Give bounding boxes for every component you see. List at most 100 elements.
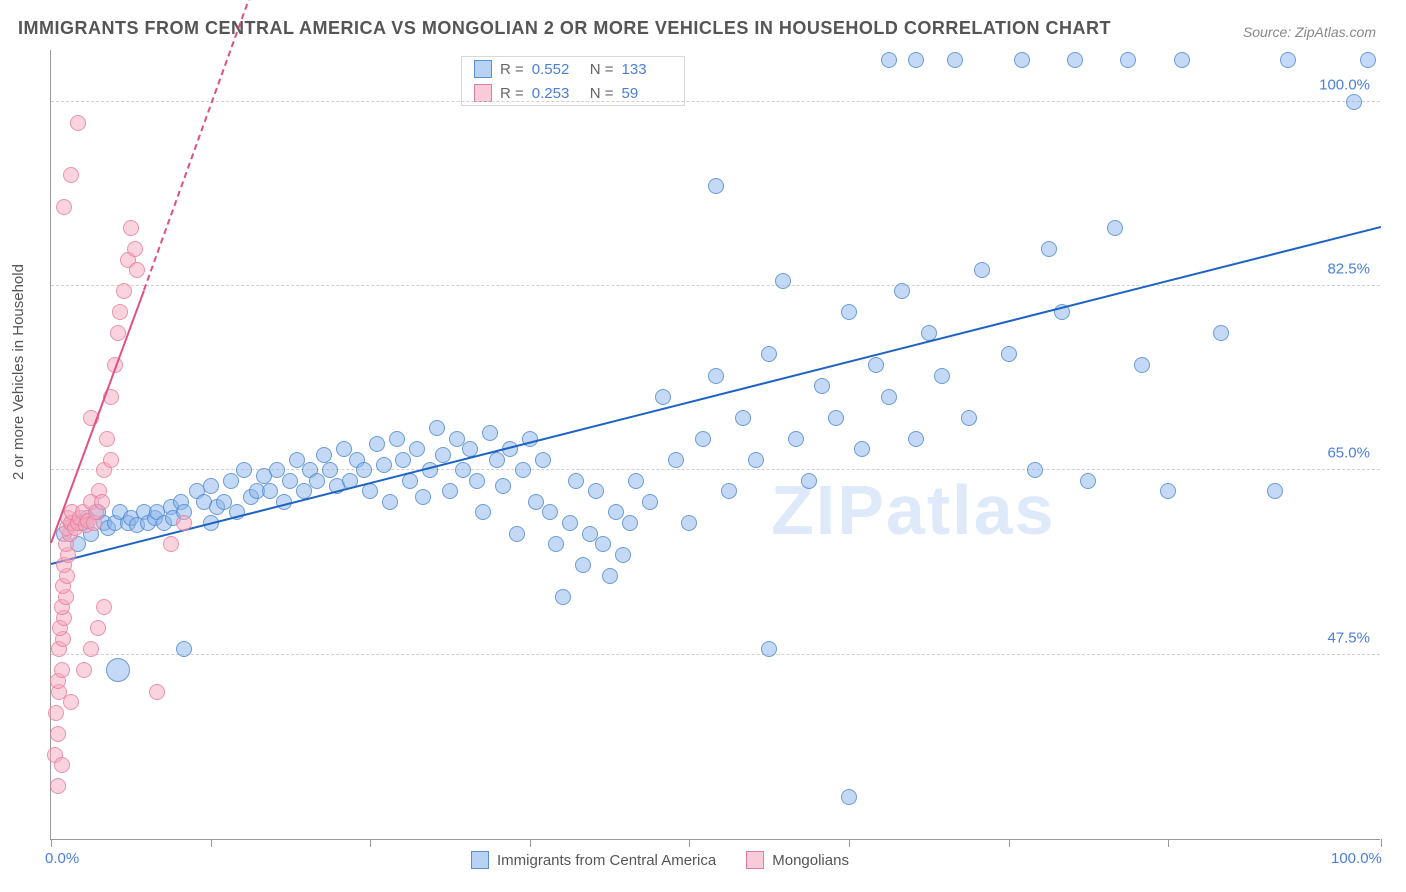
data-point (110, 325, 126, 341)
data-point (54, 662, 70, 678)
x-tick (51, 839, 52, 847)
data-point (176, 641, 192, 657)
gridline-h (51, 101, 1380, 102)
y-tick-label: 65.0% (1327, 445, 1370, 462)
data-point (622, 515, 638, 531)
n-value: 59 (622, 85, 672, 102)
data-point (841, 789, 857, 805)
x-tick (1009, 839, 1010, 847)
data-point (828, 410, 844, 426)
data-point (415, 489, 431, 505)
data-point (495, 478, 511, 494)
legend-item: Immigrants from Central America (471, 851, 716, 869)
data-point (63, 694, 79, 710)
data-point (322, 462, 338, 478)
data-point (435, 447, 451, 463)
data-point (775, 273, 791, 289)
data-point (54, 757, 70, 773)
y-tick-label: 47.5% (1327, 629, 1370, 646)
data-point (149, 684, 165, 700)
data-point (469, 473, 485, 489)
data-point (1001, 346, 1017, 362)
data-point (309, 473, 325, 489)
data-point (1027, 462, 1043, 478)
data-point (1014, 52, 1030, 68)
data-point (83, 641, 99, 657)
swatch-icon (474, 84, 492, 102)
data-point (668, 452, 684, 468)
data-point (1107, 220, 1123, 236)
data-point (50, 726, 66, 742)
y-tick-label: 100.0% (1319, 76, 1370, 93)
data-point (99, 431, 115, 447)
data-point (881, 389, 897, 405)
data-point (562, 515, 578, 531)
data-point (389, 431, 405, 447)
chart-title: IMMIGRANTS FROM CENTRAL AMERICA VS MONGO… (18, 18, 1111, 39)
r-value: 0.552 (532, 61, 582, 78)
data-point (1360, 52, 1376, 68)
trend-line (51, 226, 1381, 565)
data-point (123, 220, 139, 236)
stats-row: R =0.552N =133 (462, 57, 684, 81)
r-value: 0.253 (532, 85, 582, 102)
data-point (129, 262, 145, 278)
gridline-h (51, 654, 1380, 655)
y-tick-label: 82.5% (1327, 261, 1370, 278)
trend-line (143, 0, 251, 291)
data-point (76, 662, 92, 678)
data-point (489, 452, 505, 468)
data-point (908, 431, 924, 447)
data-point (934, 368, 950, 384)
x-tick (370, 839, 371, 847)
data-point (881, 52, 897, 68)
n-label: N = (590, 61, 614, 78)
data-point (63, 167, 79, 183)
source-text: Source: ZipAtlas.com (1243, 24, 1376, 40)
n-value: 133 (622, 61, 672, 78)
data-point (475, 504, 491, 520)
data-point (568, 473, 584, 489)
data-point (1160, 483, 1176, 499)
swatch-icon (471, 851, 489, 869)
data-point (1174, 52, 1190, 68)
swatch-icon (474, 60, 492, 78)
data-point (548, 536, 564, 552)
data-point (429, 420, 445, 436)
y-axis-label: 2 or more Vehicles in Household (10, 264, 27, 480)
legend-label: Immigrants from Central America (497, 852, 716, 869)
legend: Immigrants from Central America Mongolian… (471, 851, 849, 869)
x-tick (1381, 839, 1382, 847)
data-point (236, 462, 252, 478)
data-point (316, 447, 332, 463)
legend-label: Mongolians (772, 852, 849, 869)
data-point (974, 262, 990, 278)
data-point (223, 473, 239, 489)
data-point (103, 452, 119, 468)
data-point (442, 483, 458, 499)
r-label: R = (500, 85, 524, 102)
x-tick (849, 839, 850, 847)
data-point (735, 410, 751, 426)
data-point (176, 515, 192, 531)
data-point (112, 304, 128, 320)
data-point (602, 568, 618, 584)
data-point (376, 457, 392, 473)
data-point (655, 389, 671, 405)
data-point (595, 536, 611, 552)
data-point (947, 52, 963, 68)
data-point (203, 478, 219, 494)
data-point (56, 199, 72, 215)
data-point (356, 462, 372, 478)
data-point (814, 378, 830, 394)
data-point (868, 357, 884, 373)
data-point (761, 346, 777, 362)
x-tick (689, 839, 690, 847)
data-point (761, 641, 777, 657)
data-point (70, 115, 86, 131)
data-point (908, 52, 924, 68)
data-point (90, 620, 106, 636)
data-point (542, 504, 558, 520)
x-tick-label: 100.0% (1331, 850, 1382, 867)
x-tick (530, 839, 531, 847)
